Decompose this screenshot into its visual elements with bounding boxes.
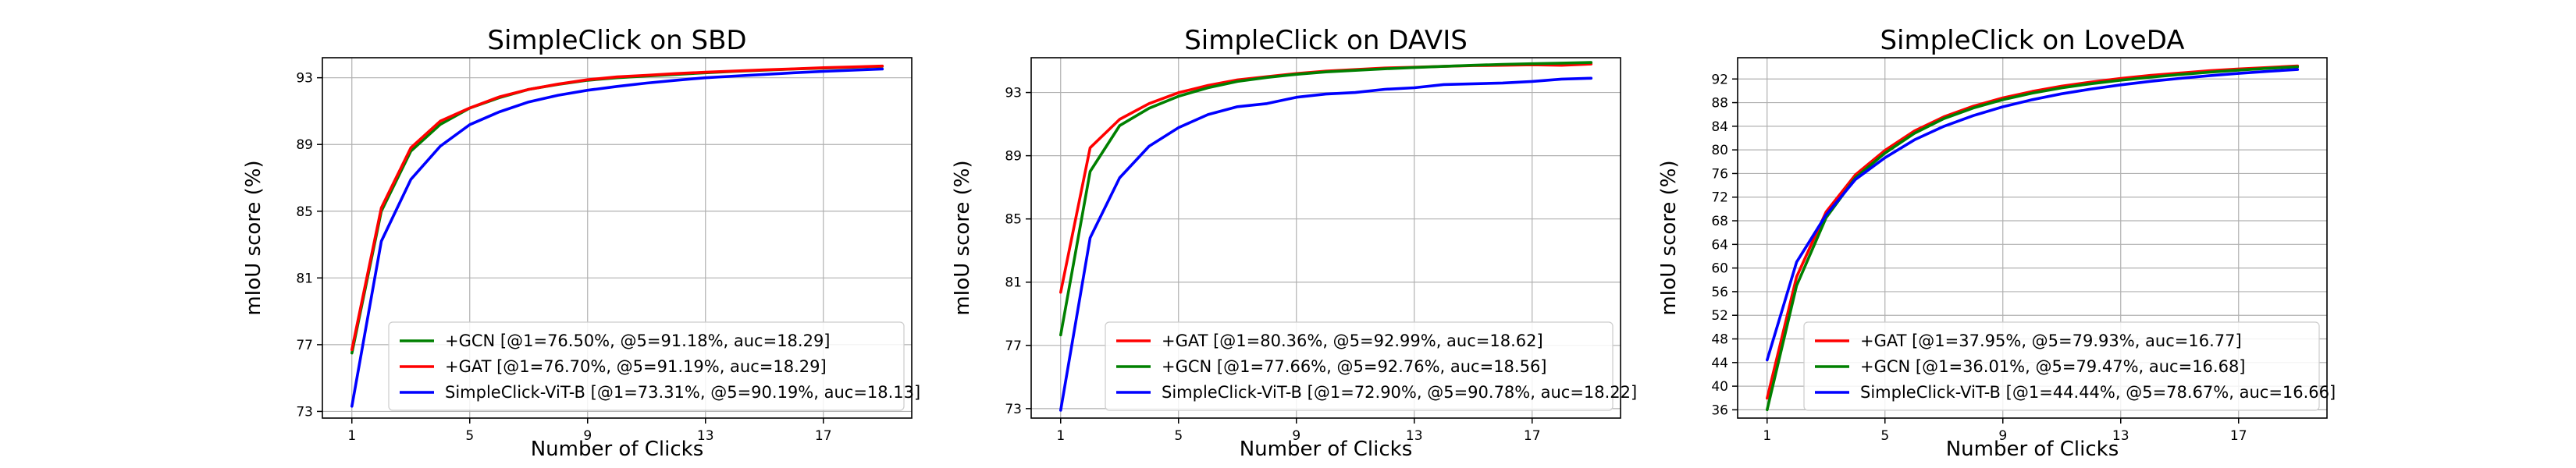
y-tick-label: 85 [1005,212,1022,228]
y-tick-label: 89 [296,137,313,153]
chart-title: SimpleClick on DAVIS [1184,25,1468,56]
legend-box [1803,321,2320,411]
x-tick-label: 13 [697,428,714,444]
chart-title: SimpleClick on LoveDA [1880,25,2184,56]
series-line [1766,68,2300,362]
legend-entry-label: +GAT [@1=76.70%, @5=91.19%, auc=18.29] [445,357,827,376]
series-line [1059,76,1593,412]
x-tick-label: 13 [1406,428,1423,444]
legend-entry-label: +GCN [@1=76.50%, @5=91.18%, auc=18.29] [445,332,831,350]
y-axis-label: mIoU score (%) [242,160,265,315]
x-axis-label: Number of Clicks [1240,438,1413,461]
x-tick-label: 9 [1292,428,1300,444]
series-line [350,65,884,355]
x-axis-label: Number of Clicks [531,438,704,461]
series-line [1766,65,2300,412]
y-tick-label: 93 [296,71,313,87]
y-tick-label: 84 [1711,119,1728,135]
plot-area-frame [1030,57,1621,419]
legend-box [388,321,905,411]
series-line [1766,64,2300,400]
y-tick-label: 88 [1711,96,1728,112]
y-tick-label: 52 [1711,308,1728,324]
y-axis-label: mIoU score (%) [951,160,974,315]
y-tick-label: 77 [296,338,313,353]
legend: +GCN [@1=76.50%, @5=91.18%, auc=18.29] +G… [388,321,920,411]
x-tick-label: 5 [465,428,474,444]
y-tick-label: 36 [1711,402,1728,418]
y-tick-label: 76 [1711,166,1728,182]
x-tick-label: 5 [1880,428,1889,444]
y-tick-label: 72 [1711,190,1728,206]
chart-panel-3: 1 5 9 13 17 36 40 44 48 52 56 60 64 68 72 76 80 84 88 92 Sim… [1657,25,2336,461]
legend-entry-label: +GAT [@1=37.95%, @5=79.93%, auc=16.77] [1860,332,2242,350]
legend-entry-label: SimpleClick-ViT-B [@1=72.90%, @5=90.78%,… [1162,383,1637,402]
y-tick-label: 56 [1711,285,1728,300]
x-tick-label: 9 [583,428,592,444]
y-tick-label: 85 [296,204,313,220]
y-tick-label: 73 [296,404,313,420]
y-tick-label: 92 [1711,72,1728,87]
x-tick-label: 13 [2112,428,2129,444]
y-tick-label: 89 [1005,149,1022,165]
y-tick-label: 40 [1711,379,1728,395]
y-tick-label: 81 [296,271,313,286]
y-axis-label: mIoU score (%) [1657,160,1681,315]
x-tick-label: 17 [2230,428,2247,444]
legend-entry-label: +GAT [@1=80.36%, @5=92.99%, auc=18.62] [1162,332,1543,350]
legend-entry-label: +GCN [@1=36.01%, @5=79.47%, auc=16.68] [1860,357,2246,376]
x-tick-label: 5 [1174,428,1183,444]
legend-entry-label: SimpleClick-ViT-B [@1=44.44%, @5=78.67%,… [1860,383,2336,402]
y-tick-label: 68 [1711,214,1728,229]
legend: +GAT [@1=80.36%, @5=92.99%, auc=18.62] +G… [1105,321,1637,411]
y-tick-label: 64 [1711,237,1728,253]
y-tick-label: 73 [1005,402,1022,417]
y-tick-label: 44 [1711,356,1728,371]
y-tick-label: 60 [1711,261,1728,277]
chart-panel-2: 1 5 9 13 17 73 77 81 85 89 93 SimpleClick on DAVIS N… [951,25,1637,461]
chart-title: SimpleClick on SBD [487,25,746,56]
series-line [350,64,884,352]
x-tick-label: 17 [1524,428,1541,444]
y-tick-label: 93 [1005,86,1022,101]
x-tick-label: 1 [1763,428,1771,444]
series-line [350,67,884,408]
chart-panel-1: 1 5 9 13 17 73 77 81 85 89 93 SimpleClick on SBD Num… [242,25,920,461]
y-tick-label: 48 [1711,332,1728,348]
legend-entry-label: +GCN [@1=77.66%, @5=92.76%, auc=18.56] [1162,357,1547,376]
x-axis-label: Number of Clicks [1946,438,2119,461]
series-line [1059,62,1593,294]
x-tick-label: 9 [1998,428,2007,444]
legend-box [1105,321,1614,411]
x-tick-label: 1 [1056,428,1065,444]
y-tick-label: 77 [1005,339,1022,354]
plot-area-frame [1737,57,2328,419]
y-tick-label: 81 [1005,275,1022,291]
legend-entry-label: SimpleClick-ViT-B [@1=73.31%, @5=90.19%,… [445,383,920,402]
x-tick-label: 1 [347,428,356,444]
legend: +GAT [@1=37.95%, @5=79.93%, auc=16.77] +G… [1803,321,2336,411]
series-line [1059,61,1593,337]
plot-area-frame [322,57,913,419]
x-tick-label: 17 [815,428,832,444]
y-tick-label: 80 [1711,143,1728,158]
